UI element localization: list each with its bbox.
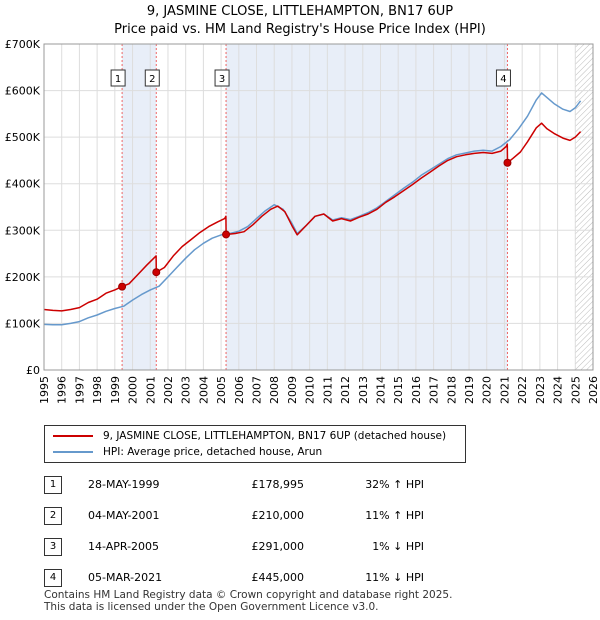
x-tick-label: 2026 [587, 376, 600, 404]
hatched-region [575, 44, 593, 370]
x-tick-label: 2018 [445, 376, 458, 404]
sale-label-box [144, 69, 160, 87]
sale-row: 4 05-MAR-2021 £445,000 11% ↓ HPI [44, 569, 464, 589]
sale-date: 04-MAY-2001 [88, 509, 160, 522]
legend-item-property: 9, JASMINE CLOSE, LITTLEHAMPTON, BN17 6U… [53, 429, 446, 443]
sale-price: £445,000 [251, 571, 305, 584]
x-tick-label: 2019 [463, 376, 476, 404]
sale-hpi-diff: 1% ↓ HPI [372, 540, 424, 553]
x-tick-label: 2009 [286, 376, 299, 404]
x-tick-label: 2007 [251, 376, 264, 404]
legend-label-property: 9, JASMINE CLOSE, LITTLEHAMPTON, BN17 6U… [103, 430, 447, 442]
x-tick-label: 2015 [392, 376, 405, 404]
x-tick-label: 2003 [180, 376, 193, 404]
sale-price: £178,995 [251, 478, 305, 491]
sale-number-badge: 4 [44, 569, 62, 587]
sale-row: 2 04-MAY-2001 £210,000 11% ↑ HPI [44, 507, 464, 527]
sale-price: £291,000 [251, 540, 305, 553]
x-tick-label: 2024 [552, 376, 565, 404]
x-tick-label: 2022 [516, 376, 529, 404]
legend-swatch-property [53, 435, 93, 437]
sale-label-text: 2 [149, 74, 155, 85]
chart-title-line2: Price paid vs. HM Land Registry's House … [114, 22, 486, 37]
x-tick-label: 2013 [357, 376, 370, 404]
legend-label-hpi: HPI: Average price, detached house, Arun [103, 446, 323, 458]
x-tick-label: 2021 [498, 376, 511, 404]
y-tick-label: £300K [5, 224, 41, 237]
legend-swatch-hpi [53, 451, 93, 453]
x-tick-label: 1999 [109, 376, 122, 404]
shaded-period [226, 44, 508, 370]
sale-date: 28-MAY-1999 [88, 478, 160, 491]
sale-label-box [214, 69, 230, 87]
x-tick-label: 2012 [339, 376, 352, 404]
plot-frame [43, 43, 594, 371]
sale-label-text: 3 [219, 74, 225, 85]
sale-hpi-diff: 11% ↑ HPI [365, 509, 424, 522]
series-line [43, 122, 582, 312]
x-tick-label: 2001 [144, 376, 157, 404]
y-tick-label: £100K [5, 317, 41, 330]
footer-notice: Contains HM Land Registry data © Crown c… [44, 589, 452, 613]
sale-number-badge: 1 [44, 476, 62, 494]
sale-number-badge: 2 [44, 507, 62, 525]
chart-legend: 9, JASMINE CLOSE, LITTLEHAMPTON, BN17 6U… [44, 425, 466, 463]
x-tick-label: 2002 [162, 376, 175, 404]
sale-price: £210,000 [251, 509, 305, 522]
sale-label-text: 4 [500, 74, 506, 85]
sale-label-box [495, 69, 511, 87]
sale-point [222, 230, 231, 239]
x-tick-label: 2017 [428, 376, 441, 404]
legend-item-hpi: HPI: Average price, detached house, Arun [53, 445, 322, 459]
sale-hpi-diff: 32% ↑ HPI [365, 478, 424, 491]
x-tick-label: 2005 [215, 376, 228, 404]
x-tick-label: 2016 [410, 376, 423, 404]
sale-label-text: 1 [115, 74, 121, 85]
x-tick-label: 1996 [56, 376, 69, 404]
y-tick-label: £200K [5, 271, 41, 284]
x-tick-label: 2000 [127, 376, 140, 404]
sale-date: 14-APR-2005 [88, 540, 160, 553]
y-tick-label: £700K [5, 38, 41, 51]
sale-point [503, 158, 512, 167]
sale-row: 1 28-MAY-1999 £178,995 32% ↑ HPI [44, 476, 464, 496]
x-tick-label: 2011 [321, 376, 334, 404]
y-tick-label: £400K [5, 178, 41, 191]
shaded-period [122, 44, 157, 370]
sale-number-badge: 3 [44, 538, 62, 556]
x-tick-label: 2008 [268, 376, 281, 404]
x-tick-label: 1995 [38, 376, 51, 404]
sale-hpi-diff: 11% ↓ HPI [365, 571, 424, 584]
x-tick-label: 2010 [304, 376, 317, 404]
sale-date: 05-MAR-2021 [88, 571, 163, 584]
sale-row: 3 14-APR-2005 £291,000 1% ↓ HPI [44, 538, 464, 558]
chart-title-line1: 9, JASMINE CLOSE, LITTLEHAMPTON, BN17 6U… [146, 4, 454, 19]
footer-line-1: Contains HM Land Registry data © Crown c… [44, 589, 453, 601]
y-tick-label: £600K [5, 85, 41, 98]
x-tick-label: 1997 [73, 376, 86, 404]
y-tick-label: £500K [5, 131, 41, 144]
sale-point [118, 282, 127, 291]
x-tick-label: 2006 [233, 376, 246, 404]
y-tick-label: £0 [26, 364, 40, 377]
x-tick-label: 1998 [91, 376, 104, 404]
x-tick-label: 2025 [569, 376, 582, 404]
x-tick-label: 2020 [481, 376, 494, 404]
footer-line-2: This data is licensed under the Open Gov… [44, 601, 379, 613]
x-tick-label: 2023 [534, 376, 547, 404]
price-chart: £0 £100K £200K £300K £400K £500K £600K £700K 199… [5, 38, 600, 404]
sale-label-box [110, 69, 126, 87]
x-tick-label: 2014 [374, 376, 387, 404]
x-tick-label: 2004 [197, 376, 210, 404]
sale-point [152, 268, 161, 277]
